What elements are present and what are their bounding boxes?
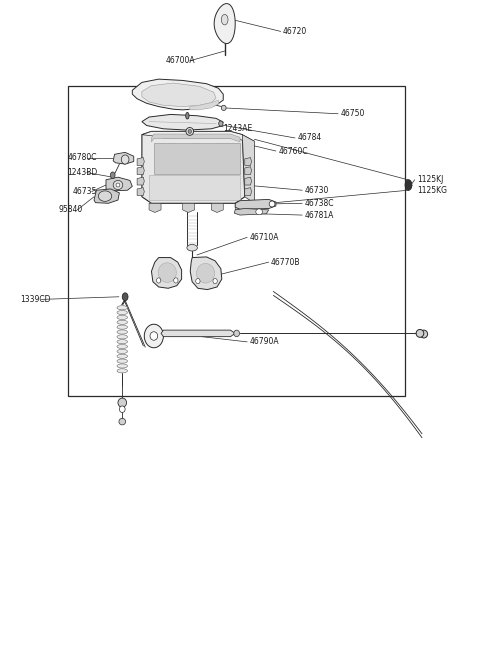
Polygon shape bbox=[113, 153, 134, 164]
Ellipse shape bbox=[116, 183, 120, 187]
Polygon shape bbox=[211, 203, 223, 212]
Ellipse shape bbox=[120, 406, 125, 413]
Polygon shape bbox=[106, 177, 132, 191]
Text: 46710A: 46710A bbox=[250, 233, 279, 242]
Ellipse shape bbox=[416, 329, 424, 337]
Ellipse shape bbox=[156, 278, 161, 283]
Ellipse shape bbox=[122, 293, 128, 301]
Polygon shape bbox=[152, 134, 240, 142]
Ellipse shape bbox=[119, 419, 126, 425]
Ellipse shape bbox=[117, 315, 128, 320]
Ellipse shape bbox=[234, 330, 240, 337]
Text: 1243AE: 1243AE bbox=[223, 124, 252, 133]
Text: 46730: 46730 bbox=[305, 186, 329, 195]
Text: 46760C: 46760C bbox=[278, 147, 308, 155]
Ellipse shape bbox=[188, 130, 192, 134]
Text: 46750: 46750 bbox=[340, 109, 365, 119]
Ellipse shape bbox=[117, 354, 128, 358]
Ellipse shape bbox=[221, 105, 226, 111]
Ellipse shape bbox=[117, 325, 128, 329]
Polygon shape bbox=[245, 167, 252, 174]
Polygon shape bbox=[234, 208, 269, 215]
Text: 46790A: 46790A bbox=[250, 337, 279, 346]
Ellipse shape bbox=[98, 191, 112, 201]
Ellipse shape bbox=[174, 278, 178, 283]
Bar bbox=[154, 143, 240, 174]
Text: 46781A: 46781A bbox=[305, 210, 334, 219]
Ellipse shape bbox=[117, 330, 128, 334]
Polygon shape bbox=[190, 257, 222, 290]
Ellipse shape bbox=[117, 310, 128, 314]
Polygon shape bbox=[245, 158, 252, 166]
Polygon shape bbox=[235, 203, 247, 212]
Ellipse shape bbox=[117, 364, 128, 368]
Ellipse shape bbox=[121, 155, 129, 164]
Polygon shape bbox=[142, 115, 223, 130]
Text: 46700A: 46700A bbox=[166, 56, 195, 66]
Ellipse shape bbox=[117, 345, 128, 348]
Ellipse shape bbox=[221, 14, 228, 25]
Polygon shape bbox=[182, 203, 194, 212]
Bar bbox=[149, 175, 240, 200]
Ellipse shape bbox=[117, 335, 128, 339]
Text: 46720: 46720 bbox=[283, 27, 307, 36]
Polygon shape bbox=[235, 199, 276, 209]
Ellipse shape bbox=[420, 330, 428, 338]
Text: 46735: 46735 bbox=[72, 187, 97, 196]
Ellipse shape bbox=[110, 172, 115, 178]
Text: 1125KG: 1125KG bbox=[417, 186, 447, 195]
Polygon shape bbox=[137, 177, 144, 185]
Polygon shape bbox=[132, 79, 223, 110]
Ellipse shape bbox=[196, 263, 215, 283]
Ellipse shape bbox=[187, 244, 197, 251]
Text: 46738C: 46738C bbox=[305, 199, 334, 208]
Polygon shape bbox=[137, 187, 144, 195]
Polygon shape bbox=[149, 203, 161, 212]
Ellipse shape bbox=[117, 349, 128, 354]
Ellipse shape bbox=[117, 369, 128, 373]
Ellipse shape bbox=[118, 398, 127, 407]
Polygon shape bbox=[242, 135, 254, 203]
Polygon shape bbox=[142, 132, 254, 143]
Polygon shape bbox=[137, 167, 144, 174]
Ellipse shape bbox=[150, 331, 157, 340]
Polygon shape bbox=[245, 177, 252, 185]
Polygon shape bbox=[190, 100, 218, 110]
Text: 95840: 95840 bbox=[58, 206, 83, 214]
Polygon shape bbox=[152, 257, 181, 288]
Ellipse shape bbox=[117, 320, 128, 324]
Ellipse shape bbox=[113, 180, 123, 189]
Polygon shape bbox=[137, 158, 144, 166]
Text: 46784: 46784 bbox=[298, 134, 322, 142]
Polygon shape bbox=[142, 132, 245, 203]
Ellipse shape bbox=[256, 209, 263, 215]
Ellipse shape bbox=[405, 179, 412, 190]
Text: 1243BD: 1243BD bbox=[68, 168, 98, 177]
Bar bbox=[68, 86, 405, 396]
Ellipse shape bbox=[213, 278, 217, 284]
Ellipse shape bbox=[117, 306, 128, 310]
Polygon shape bbox=[214, 3, 235, 43]
Text: 46770B: 46770B bbox=[271, 257, 300, 267]
Ellipse shape bbox=[186, 113, 189, 119]
Polygon shape bbox=[94, 189, 120, 203]
Ellipse shape bbox=[158, 263, 176, 282]
Ellipse shape bbox=[117, 340, 128, 344]
Polygon shape bbox=[142, 83, 216, 107]
Text: 1125KJ: 1125KJ bbox=[417, 176, 444, 184]
Ellipse shape bbox=[144, 324, 163, 348]
Ellipse shape bbox=[269, 201, 275, 207]
Text: 1339CD: 1339CD bbox=[20, 295, 50, 304]
Ellipse shape bbox=[186, 128, 193, 136]
Ellipse shape bbox=[196, 278, 200, 284]
Ellipse shape bbox=[117, 359, 128, 363]
Polygon shape bbox=[161, 330, 235, 337]
Text: 46780C: 46780C bbox=[68, 153, 97, 162]
Polygon shape bbox=[245, 187, 252, 195]
Ellipse shape bbox=[219, 121, 223, 126]
